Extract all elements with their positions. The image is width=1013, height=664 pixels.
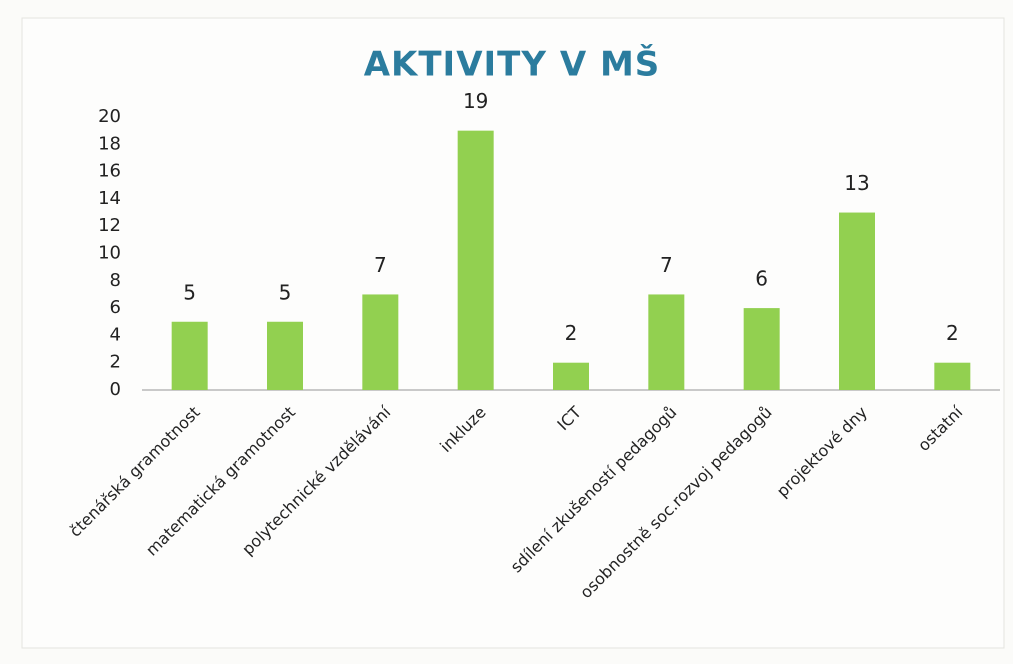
data-label: 19	[463, 89, 488, 113]
bar	[648, 294, 685, 390]
y-tick-label: 0	[110, 379, 121, 400]
y-tick-label: 18	[98, 133, 121, 154]
bar	[171, 321, 208, 390]
bar	[553, 362, 589, 390]
y-tick-label: 16	[98, 161, 121, 182]
data-label: 13	[844, 171, 869, 195]
bar	[457, 130, 494, 390]
bar	[362, 294, 399, 390]
bar	[267, 321, 303, 390]
bar	[934, 362, 971, 390]
data-label: 7	[660, 253, 673, 277]
bar	[839, 212, 875, 390]
y-tick-label: 8	[110, 270, 121, 291]
data-label: 2	[565, 321, 578, 345]
data-label: 2	[946, 321, 959, 345]
data-label: 7	[374, 253, 387, 277]
y-tick-label: 6	[110, 297, 121, 318]
data-label: 5	[279, 280, 292, 304]
y-tick-label: 4	[110, 324, 121, 345]
y-tick-label: 20	[98, 106, 121, 127]
y-tick-label: 2	[110, 352, 121, 373]
chart-title: AKTIVITY V MŠ	[364, 44, 661, 85]
data-label: 6	[755, 267, 768, 291]
bar	[743, 308, 780, 390]
data-label: 5	[183, 280, 196, 304]
y-tick-label: 10	[98, 243, 121, 264]
y-tick-label: 14	[98, 188, 121, 209]
y-tick-label: 12	[98, 215, 121, 236]
